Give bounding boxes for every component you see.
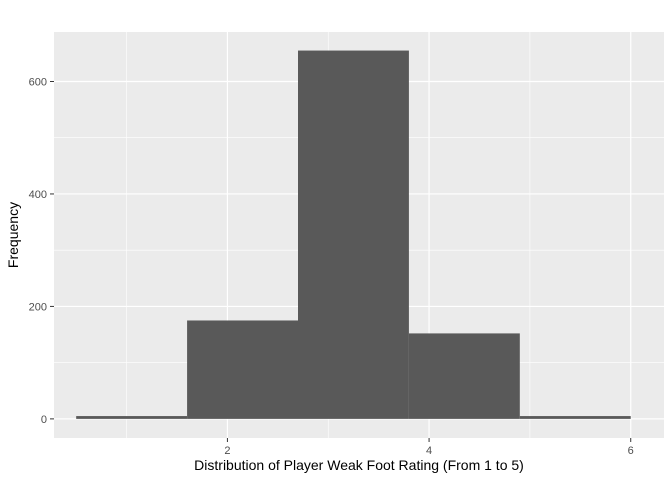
x-tick-label: 6 [628,445,634,457]
y-tick-label: 0 [41,414,47,426]
x-tick-label: 2 [224,445,230,457]
x-axis: 2 4 6 [224,438,634,457]
histogram-bars [76,50,631,419]
y-tick-label: 400 [29,189,47,201]
histogram-bar-5 [519,416,631,419]
y-tick-label: 200 [29,301,47,313]
y-axis-title: Frequency [5,202,21,268]
x-tick-label: 4 [426,445,432,457]
histogram-bar-2 [187,320,298,419]
y-tick-label: 600 [29,76,47,88]
y-axis: 0 200 400 600 [29,76,54,426]
x-axis-title: Distribution of Player Weak Foot Rating … [194,457,524,473]
histogram-bar-3 [298,50,409,419]
histogram-bar-4 [408,333,520,419]
histogram-bar-1 [76,416,188,419]
